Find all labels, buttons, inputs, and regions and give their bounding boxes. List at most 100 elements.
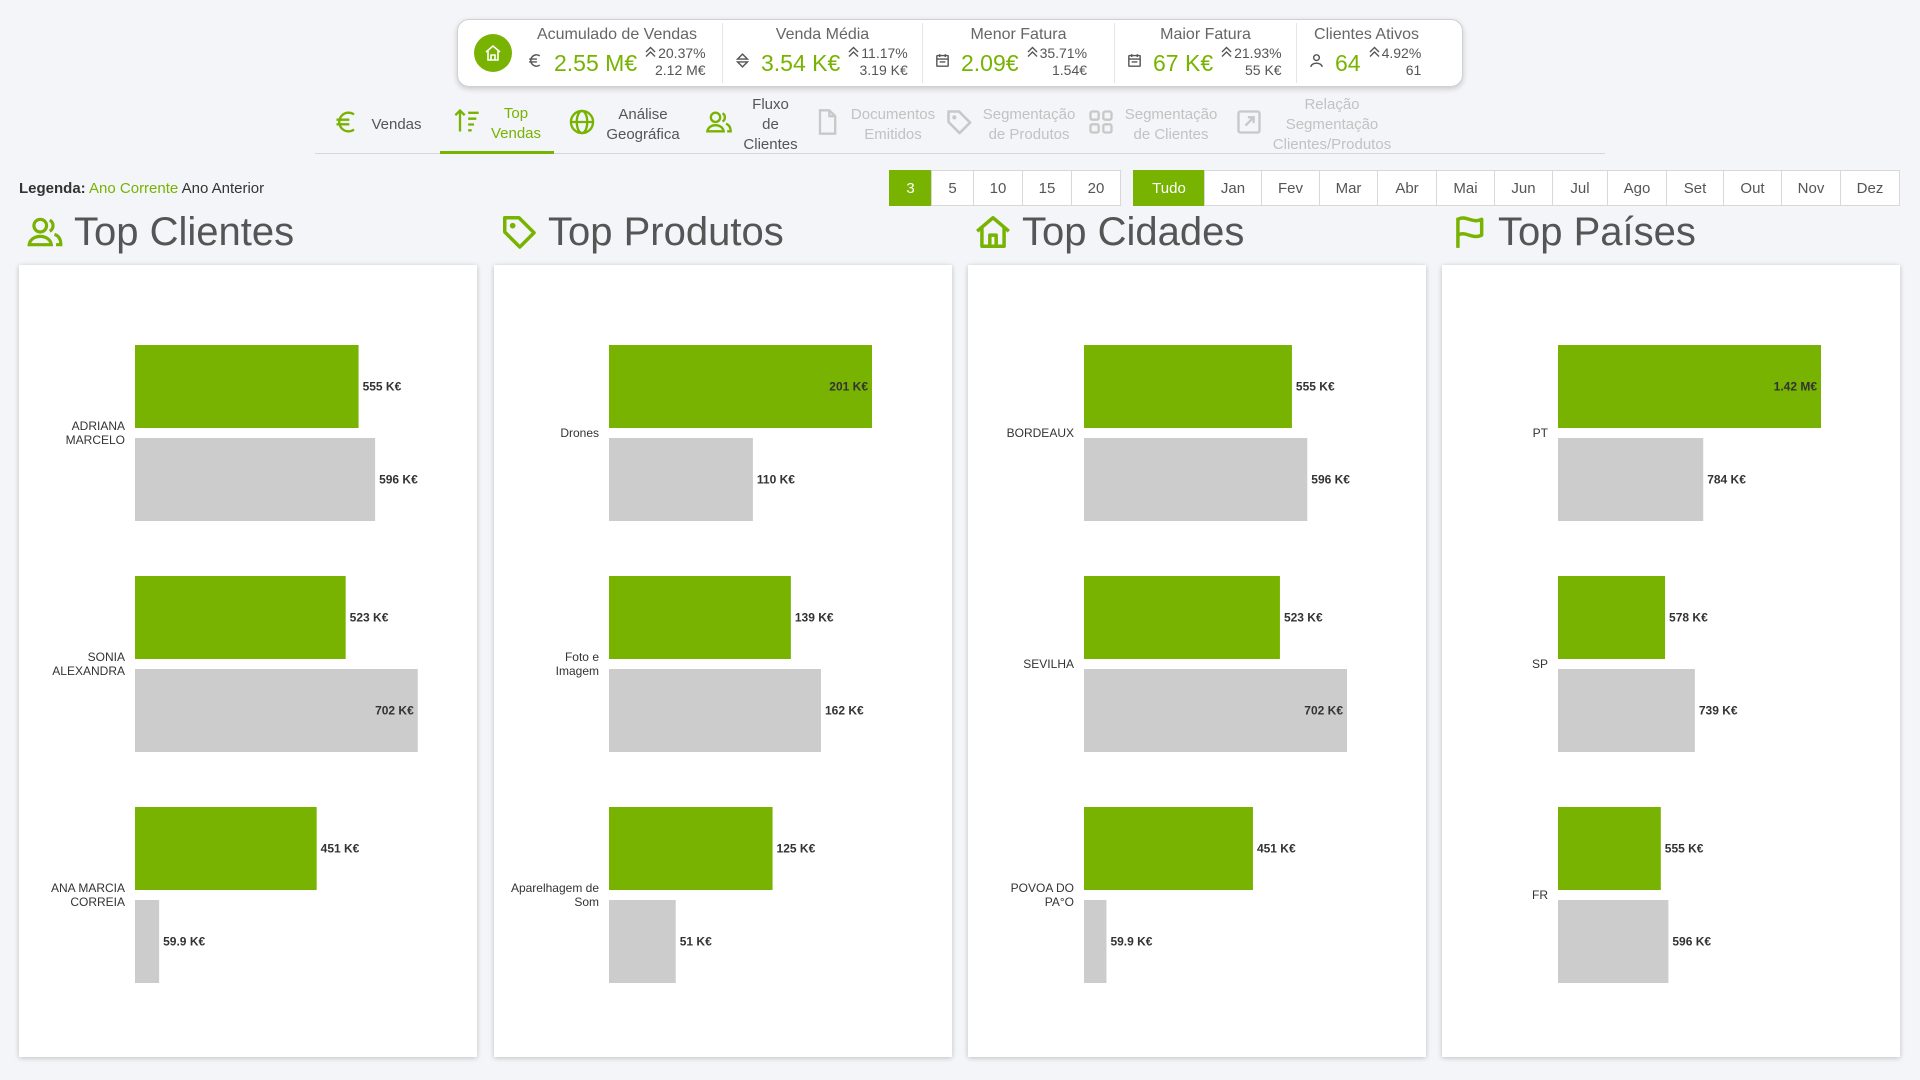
- section-title-text: Top Países: [1498, 209, 1696, 254]
- nav-tab-segmenta-o[interactable]: Segmentação de Produtos: [939, 96, 1081, 154]
- months-option[interactable]: Jul: [1552, 170, 1608, 206]
- nav-tab-label: Documentos Emitidos: [850, 106, 936, 143]
- category-label: SP: [1532, 657, 1548, 671]
- kpi-card: Acumulado de Vendas 2.55 M€ 20.37% 2.12 …: [512, 23, 722, 83]
- nav-tab-segmenta-o[interactable]: Segmentação de Clientes: [1081, 96, 1223, 154]
- bar-current-year[interactable]: [135, 576, 346, 659]
- bar-current-year[interactable]: [1084, 807, 1253, 890]
- home-icon: [485, 44, 501, 61]
- section-title: Top Cidades: [974, 206, 1244, 258]
- top-n-option[interactable]: 5: [931, 170, 974, 206]
- bar-previous-year[interactable]: [609, 438, 753, 521]
- chart-panel: Drones 201 K€ 110 K€ Foto e Imagem 139 K€ 162 …: [494, 265, 952, 1057]
- bar-value-label: 162 K€: [825, 704, 864, 718]
- bar-value-label: 555 K€: [1296, 380, 1335, 394]
- diamond-arrows-icon: [731, 52, 753, 69]
- months-option[interactable]: Abr: [1377, 170, 1437, 206]
- top-n-option[interactable]: 10: [973, 170, 1023, 206]
- category-label: SEVILHA: [1023, 657, 1074, 671]
- kpi-title: Venda Média: [775, 26, 870, 43]
- bar-current-year[interactable]: [1558, 807, 1661, 890]
- months-option[interactable]: Mai: [1436, 170, 1495, 206]
- months-option[interactable]: Jan: [1204, 170, 1262, 206]
- arrow-up-icon: [1027, 45, 1038, 62]
- kpi-comparison: 20.37% 2.12 M€: [645, 45, 706, 79]
- globe-icon: [568, 108, 596, 142]
- calendar-icon: [931, 52, 953, 69]
- section-title: Top Clientes: [26, 206, 294, 258]
- bar-previous-year[interactable]: [1558, 438, 1704, 521]
- bar-value-label: 523 K€: [1284, 611, 1323, 625]
- months-option[interactable]: Mar: [1319, 170, 1378, 206]
- nav-tab-top[interactable]: Top Vendas: [440, 96, 554, 154]
- bar-value-label: 59.9 K€: [1110, 935, 1152, 949]
- bar-current-year[interactable]: [609, 345, 872, 428]
- top-n-option[interactable]: 3: [889, 170, 932, 206]
- nav-tab-rela-o-segmenta-o[interactable]: Relação Segmentação Clientes/Produtos: [1223, 96, 1403, 154]
- kpi-change-pct: 20.37%: [658, 45, 706, 61]
- bar-current-year[interactable]: [1084, 345, 1292, 428]
- months-option[interactable]: Ago: [1607, 170, 1667, 206]
- months-option[interactable]: Out: [1723, 170, 1782, 206]
- category-label: POVOA DO PA°O: [1011, 881, 1074, 909]
- bar-previous-year[interactable]: [1084, 900, 1107, 983]
- bar-previous-year[interactable]: [609, 669, 821, 752]
- bar-current-year[interactable]: [609, 807, 773, 890]
- kpi-comparison: 11.17% 3.19 K€: [848, 45, 908, 79]
- bar-previous-year[interactable]: [1084, 438, 1308, 521]
- bar-previous-year[interactable]: [1084, 669, 1347, 752]
- legend-label: Legenda:: [19, 180, 86, 197]
- grid-icon: [1087, 108, 1115, 142]
- top-n-option[interactable]: 15: [1022, 170, 1072, 206]
- category-label: Foto e Imagem: [556, 650, 600, 678]
- bar-value-label: 555 K€: [1665, 842, 1704, 856]
- euro-icon: [524, 52, 546, 69]
- months-option[interactable]: Set: [1666, 170, 1724, 206]
- kpi-card: Menor Fatura 2.09€ 35.71% 1.54€: [922, 23, 1114, 83]
- home-button[interactable]: [474, 34, 512, 72]
- bar-value-label: 784 K€: [1707, 473, 1746, 487]
- months-option[interactable]: Nov: [1781, 170, 1841, 206]
- kpi-change-pct: 35.71%: [1039, 45, 1088, 61]
- kpi-header: Acumulado de Vendas 2.55 M€ 20.37% 2.12 …: [457, 19, 1463, 87]
- category-label: PT: [1533, 426, 1549, 440]
- arrow-up-icon: [1221, 45, 1232, 62]
- category-label: ADRIANA MARCELO: [66, 419, 125, 447]
- nav-tab-label: Relação Segmentação Clientes/Produtos: [1272, 96, 1392, 153]
- nav-tab-label: Análise Geográfica: [606, 106, 680, 143]
- months-option[interactable]: Jun: [1494, 170, 1553, 206]
- bar-previous-year[interactable]: [135, 438, 376, 521]
- bar-current-year[interactable]: [1558, 345, 1821, 428]
- category-label: FR: [1532, 888, 1548, 902]
- bar-current-year[interactable]: [135, 807, 317, 890]
- bar-current-year[interactable]: [135, 345, 359, 428]
- kpi-value: 67 K€: [1153, 50, 1214, 76]
- bar-value-label: 702 K€: [1304, 704, 1343, 718]
- bar-value-label: 523 K€: [350, 611, 389, 625]
- months-option[interactable]: Dez: [1840, 170, 1900, 206]
- users-icon: [26, 213, 64, 251]
- bar-current-year[interactable]: [1084, 576, 1280, 659]
- months-option[interactable]: Fev: [1261, 170, 1320, 206]
- bar-value-label: 59.9 K€: [163, 935, 205, 949]
- bar-current-year[interactable]: [609, 576, 791, 659]
- bar-previous-year[interactable]: [609, 900, 676, 983]
- top-n-option[interactable]: 20: [1071, 170, 1121, 206]
- house-icon: [974, 213, 1012, 251]
- nav-tab-label: Vendas: [371, 116, 422, 133]
- section-title-text: Top Produtos: [548, 209, 784, 254]
- bar-previous-year[interactable]: [135, 669, 418, 752]
- bar-current-year[interactable]: [1558, 576, 1666, 659]
- nav-tab-an-lise[interactable]: Análise Geográfica: [554, 96, 694, 154]
- bar-value-label: 201 K€: [829, 380, 868, 394]
- bar-value-label: 1.42 M€: [1774, 380, 1818, 394]
- bar-previous-year[interactable]: [1558, 669, 1695, 752]
- nav-tab-vendas[interactable]: Vendas: [315, 96, 440, 154]
- kpi-comparison: 21.93% 55 K€: [1221, 45, 1282, 79]
- kpi-value: 2.55 M€: [554, 50, 638, 76]
- bar-previous-year[interactable]: [1558, 900, 1669, 983]
- nav-tab-fluxo-de[interactable]: Fluxo de Clientes: [694, 96, 809, 154]
- months-option[interactable]: Tudo: [1133, 170, 1205, 206]
- nav-tab-documentos[interactable]: Documentos Emitidos: [809, 96, 939, 154]
- bar-previous-year[interactable]: [135, 900, 160, 983]
